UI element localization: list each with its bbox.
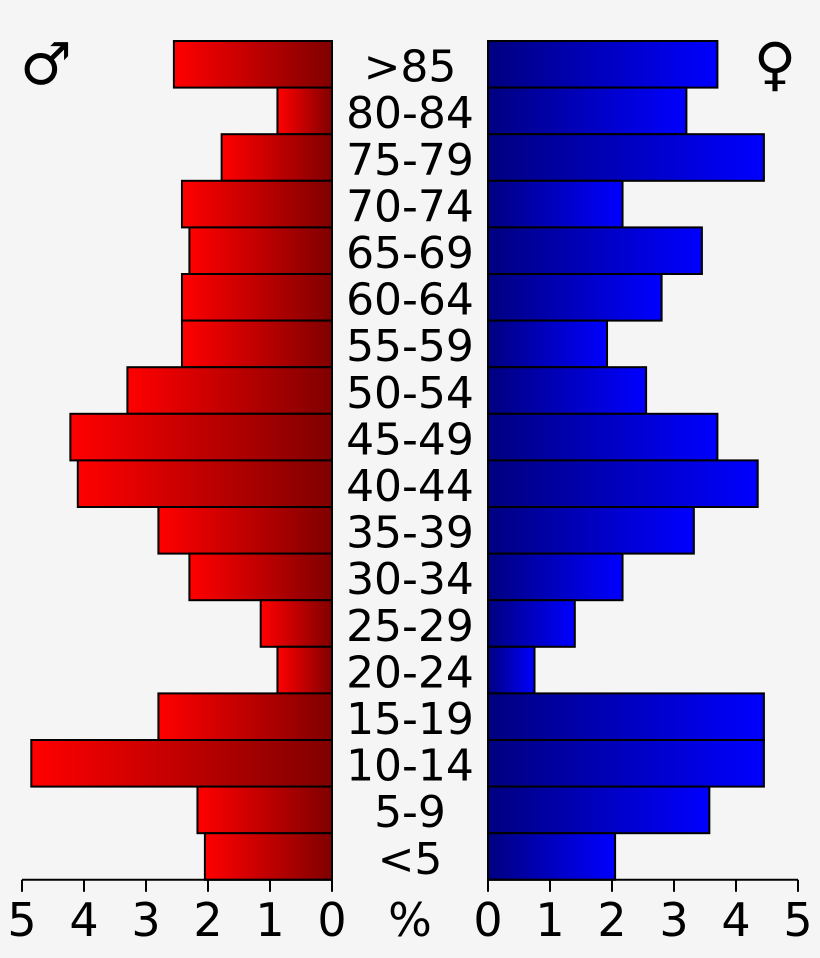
age-group-label-16: 5-9 (374, 787, 446, 838)
male-bar-2 (220, 133, 333, 182)
female-bar-14 (487, 692, 765, 742)
age-group-label-13: 20-24 (346, 647, 474, 698)
age-group-label-4: 65-69 (346, 228, 474, 279)
age-group-label-9: 40-44 (346, 461, 474, 512)
male-bar-15 (30, 739, 334, 788)
male-bar-8 (69, 412, 334, 462)
male-bar-11 (188, 552, 333, 602)
female-bar-16 (487, 785, 711, 835)
female-bar-10 (487, 506, 695, 555)
male-bar-17 (203, 832, 333, 881)
female-bar-12 (487, 599, 576, 648)
male-axis-tick-label-1: 4 (69, 893, 98, 947)
female-bar-5 (487, 273, 663, 322)
male-bar-0 (172, 40, 333, 89)
age-group-label-10: 35-39 (346, 508, 474, 559)
age-group-labels: >8580-8475-7970-7465-6960-6455-5950-5445… (346, 42, 474, 885)
female-bar-9 (487, 459, 759, 508)
male-bar-13 (276, 645, 334, 695)
female-bar-8 (487, 412, 719, 462)
male-bar-16 (196, 785, 333, 835)
female-bar-15 (487, 739, 765, 788)
male-bar-7 (126, 366, 334, 415)
age-group-label-1: 80-84 (346, 88, 474, 139)
male-symbol: ♂ (20, 30, 72, 98)
male-bar-10 (157, 506, 333, 555)
female-bar-4 (487, 226, 703, 275)
age-group-label-6: 55-59 (346, 321, 474, 372)
female-bar-2 (487, 133, 765, 182)
age-group-label-15: 10-14 (346, 741, 474, 792)
age-group-label-5: 60-64 (346, 275, 474, 326)
age-group-label-17: <5 (378, 834, 443, 885)
age-group-label-2: 75-79 (346, 135, 474, 186)
age-group-label-3: 70-74 (346, 181, 474, 232)
female-bars (487, 40, 765, 881)
age-group-label-14: 15-19 (346, 694, 474, 745)
female-axis-tick-label-2: 2 (597, 893, 626, 947)
female-bar-3 (487, 179, 624, 229)
age-group-label-12: 25-29 (346, 601, 474, 652)
female-bar-11 (487, 552, 624, 602)
female-axis-tick-label-4: 4 (721, 893, 750, 947)
male-axis-tick-label-4: 1 (255, 893, 284, 947)
age-group-label-0: >85 (364, 42, 457, 93)
male-bar-4 (188, 226, 333, 275)
male-axis-tick-label-2: 3 (131, 893, 160, 947)
male-bar-5 (180, 273, 333, 322)
female-axis-tick-label-0: 0 (473, 893, 502, 947)
age-group-label-8: 45-49 (346, 414, 474, 465)
male-bar-6 (180, 319, 333, 369)
male-bar-1 (276, 86, 334, 136)
female-axis-tick-label-3: 3 (659, 893, 688, 947)
x-unit-label: % (388, 893, 432, 947)
female-bar-1 (487, 86, 688, 136)
female-axis-tick-label-5: 5 (783, 893, 812, 947)
male-axis-tick-label-3: 2 (193, 893, 222, 947)
male-bar-3 (180, 179, 333, 229)
female-bar-0 (487, 40, 719, 89)
male-axis-tick-label-0: 5 (7, 893, 36, 947)
female-bar-6 (487, 319, 609, 369)
male-bar-14 (157, 692, 333, 742)
male-axis-tick-label-5: 0 (317, 893, 346, 947)
age-group-label-7: 50-54 (346, 368, 474, 419)
female-symbol: ♀ (754, 30, 796, 98)
female-bar-17 (487, 832, 617, 881)
male-bars (30, 40, 334, 881)
male-bar-9 (76, 459, 333, 508)
female-bar-7 (487, 366, 648, 415)
female-axis-tick-label-1: 1 (535, 893, 564, 947)
female-bar-13 (487, 645, 536, 695)
age-group-label-11: 30-34 (346, 554, 474, 605)
male-bar-12 (259, 599, 334, 648)
